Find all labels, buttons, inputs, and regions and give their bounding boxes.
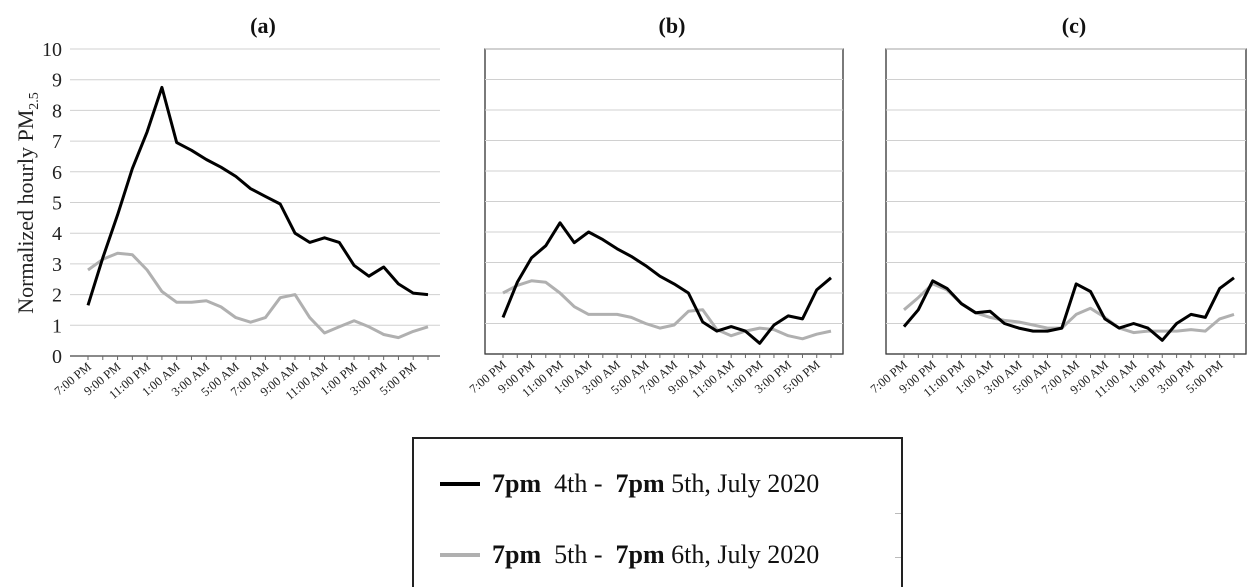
y-axis-label-subscript: 2.5	[27, 92, 42, 110]
legend-1-day-end: 5th, July 2020	[671, 469, 820, 498]
y-tick-label: 6	[52, 162, 62, 184]
legend-text-2: 7pm 5th - 7pm 6th, July 2020	[492, 540, 819, 570]
y-tick-label: 5	[52, 193, 62, 215]
series-line-1	[501, 221, 832, 345]
legend-swatch-2	[440, 553, 480, 557]
legend-entry-1: 7pm 4th - 7pm 5th, July 2020	[440, 469, 819, 499]
legend-1-time-start: 7pm	[492, 469, 542, 498]
y-tick-label: 1	[52, 315, 62, 337]
legend-text-1: 7pm 4th - 7pm 5th, July 2020	[492, 469, 819, 499]
legend: 7pm 4th - 7pm 5th, July 2020 7pm 5th - 7…	[412, 437, 903, 587]
legend-1-time-end: 7pm	[615, 469, 665, 498]
y-tick-label: 0	[52, 346, 62, 368]
legend-entry-2: 7pm 5th - 7pm 6th, July 2020	[440, 540, 819, 570]
y-tick-label: 9	[52, 70, 62, 92]
y-tick-label: 10	[42, 39, 62, 61]
legend-edge-tick-1	[895, 513, 901, 514]
legend-1-day-start: 4th -	[554, 469, 603, 498]
legend-swatch-1	[440, 482, 480, 486]
legend-2-day-end: 6th, July 2020	[671, 540, 820, 569]
series-line-2	[502, 279, 832, 341]
panel-title: (a)	[250, 13, 276, 38]
y-tick-label: 2	[52, 285, 62, 307]
y-tick-label: 7	[52, 131, 62, 153]
legend-2-day-start: 5th -	[554, 540, 603, 569]
y-axis-label-main: Normalized hourly PM	[13, 110, 38, 314]
panel-title: (b)	[659, 13, 686, 38]
legend-edge-tick-2	[895, 557, 901, 558]
y-tick-label: 4	[52, 223, 62, 245]
y-tick-label: 8	[52, 100, 62, 122]
y-axis-label: Normalized hourly PM2.5	[13, 92, 42, 314]
panel-title: (c)	[1062, 13, 1086, 38]
y-tick-label: 3	[52, 254, 62, 276]
series-line-2	[87, 251, 429, 340]
series-line-1	[86, 85, 429, 306]
series-line-1	[902, 276, 1235, 342]
legend-2-time-start: 7pm	[492, 540, 542, 569]
legend-2-time-end: 7pm	[615, 540, 665, 569]
